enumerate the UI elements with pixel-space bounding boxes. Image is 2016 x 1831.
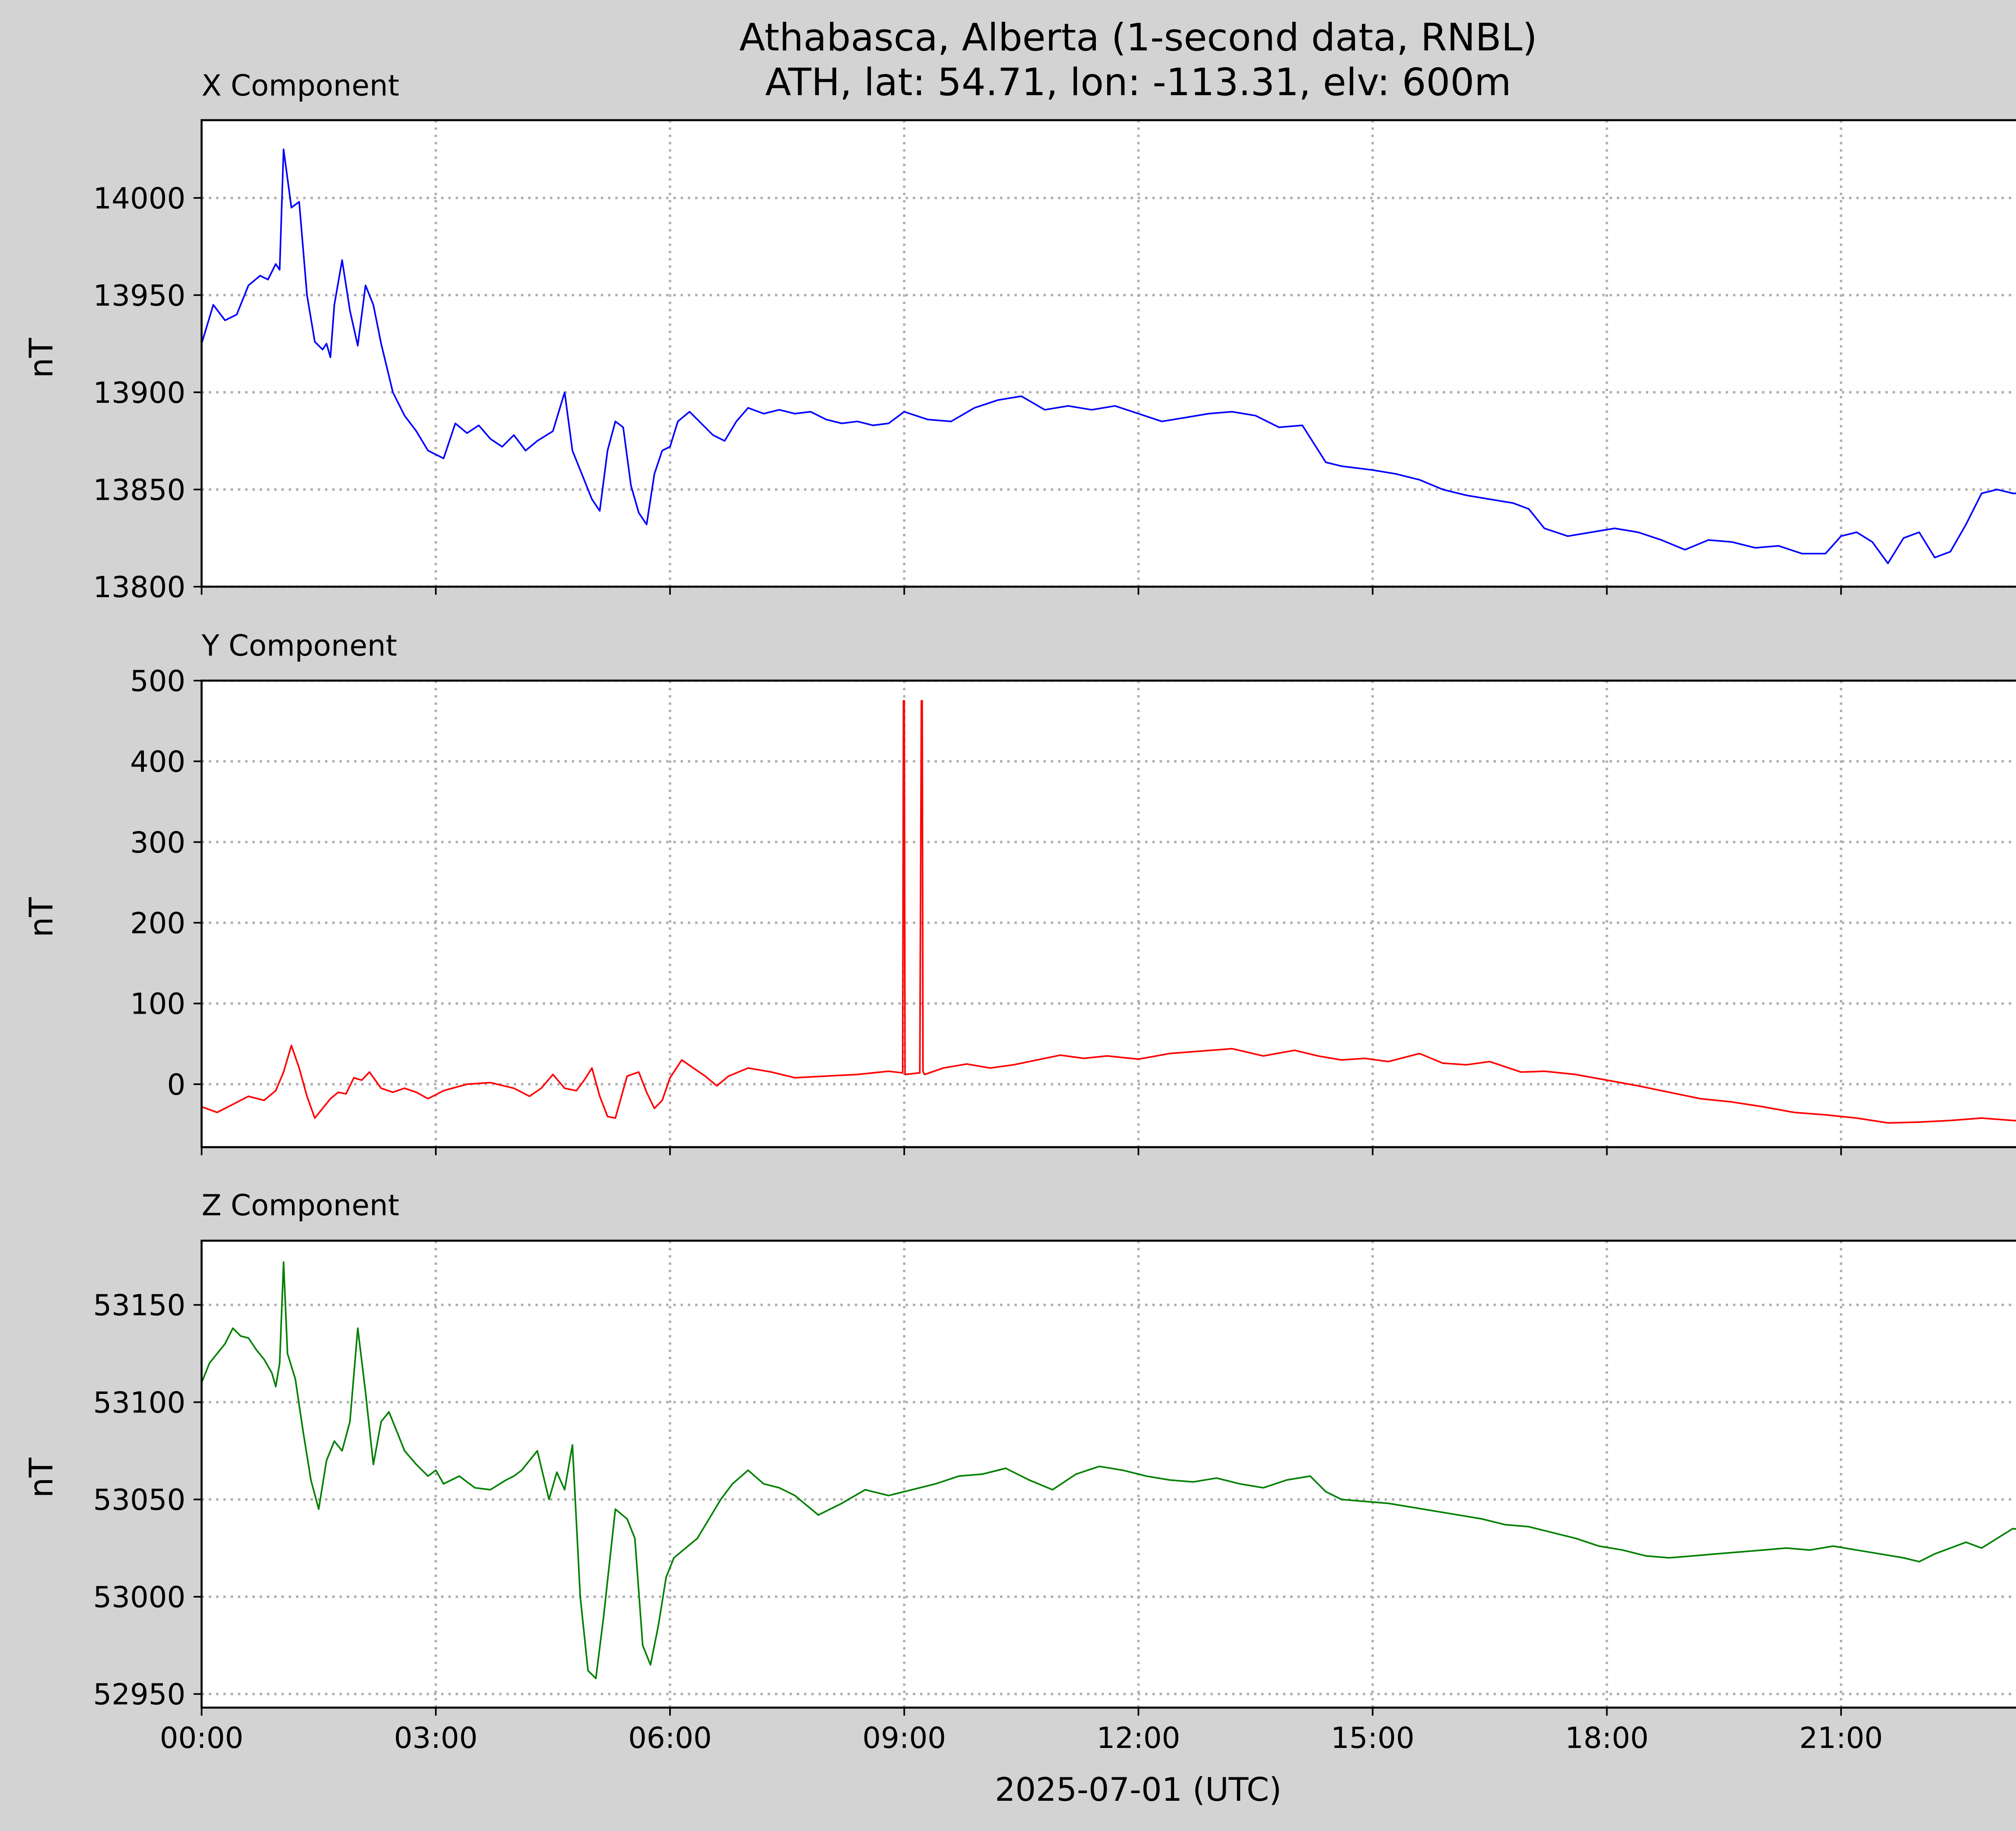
figure-title-line2: ATH, lat: 54.71, lon: -113.31, elv: 600m — [765, 60, 1511, 104]
x-tick-label: 18:00 — [1565, 1721, 1649, 1755]
y-tick-label: 100 — [130, 987, 185, 1021]
plot-area — [202, 681, 2016, 1147]
y-axis-label: nT — [23, 337, 60, 378]
y-tick-label: 300 — [130, 825, 185, 859]
y-axis-label: nT — [23, 1457, 60, 1498]
x-tick-label: 00:00 — [160, 1721, 244, 1755]
x-tick-label: 03:00 — [394, 1721, 478, 1755]
x-tick-label: 12:00 — [1097, 1721, 1181, 1755]
y-tick-label: 13900 — [93, 376, 185, 410]
y-tick-label: 13800 — [93, 570, 185, 604]
y-tick-label: 200 — [130, 906, 185, 940]
y-axis-label: nT — [23, 897, 60, 937]
y-tick-label: 13950 — [93, 279, 185, 312]
data-series-line — [201, 700, 2016, 1124]
panel-x-component: X Component nT 13800 13850 13900 13950 14000 — [23, 69, 2016, 604]
panel-title: Z Component — [202, 1188, 399, 1222]
panel-title: Y Component — [201, 629, 397, 662]
plot-area — [202, 1241, 2016, 1708]
panel-title: X Component — [202, 69, 399, 102]
plot-area — [202, 120, 2016, 587]
y-tick-label: 14000 — [93, 181, 185, 215]
y-tick-label: 400 — [130, 745, 185, 779]
y-tick-label: 53050 — [93, 1483, 185, 1517]
y-tick-label: 53100 — [93, 1385, 185, 1419]
x-tick-label: 09:00 — [862, 1721, 946, 1755]
y-tick-label: 52950 — [93, 1677, 185, 1711]
y-tick-label: 0 — [167, 1068, 185, 1102]
x-axis-label: 2025-07-01 (UTC) — [995, 1771, 1281, 1808]
figure-title-line1: Athabasca, Alberta (1-second data, RNBL) — [739, 16, 1537, 60]
x-tick-label: 21:00 — [1799, 1721, 1883, 1755]
y-tick-label: 500 — [130, 664, 185, 698]
plot-frame — [200, 679, 2016, 1148]
data-series-line — [201, 1261, 2016, 1679]
plot-frame — [200, 1239, 2016, 1709]
panel-z-component: Z Component nT 00:00 03:00 06:00 09:00 12:00… — [23, 1188, 2016, 1755]
plot-frame — [200, 119, 2016, 588]
y-tick-label: 13850 — [93, 473, 185, 507]
x-tick-label: 15:00 — [1331, 1721, 1415, 1755]
y-tick-label: 53150 — [93, 1288, 185, 1322]
x-tick-label: 06:00 — [628, 1721, 712, 1755]
data-series-line — [201, 148, 2016, 565]
y-tick-label: 53000 — [93, 1580, 185, 1614]
panel-y-component: Y Component nT 0 100 200 300 400 500 — [23, 629, 2016, 1155]
